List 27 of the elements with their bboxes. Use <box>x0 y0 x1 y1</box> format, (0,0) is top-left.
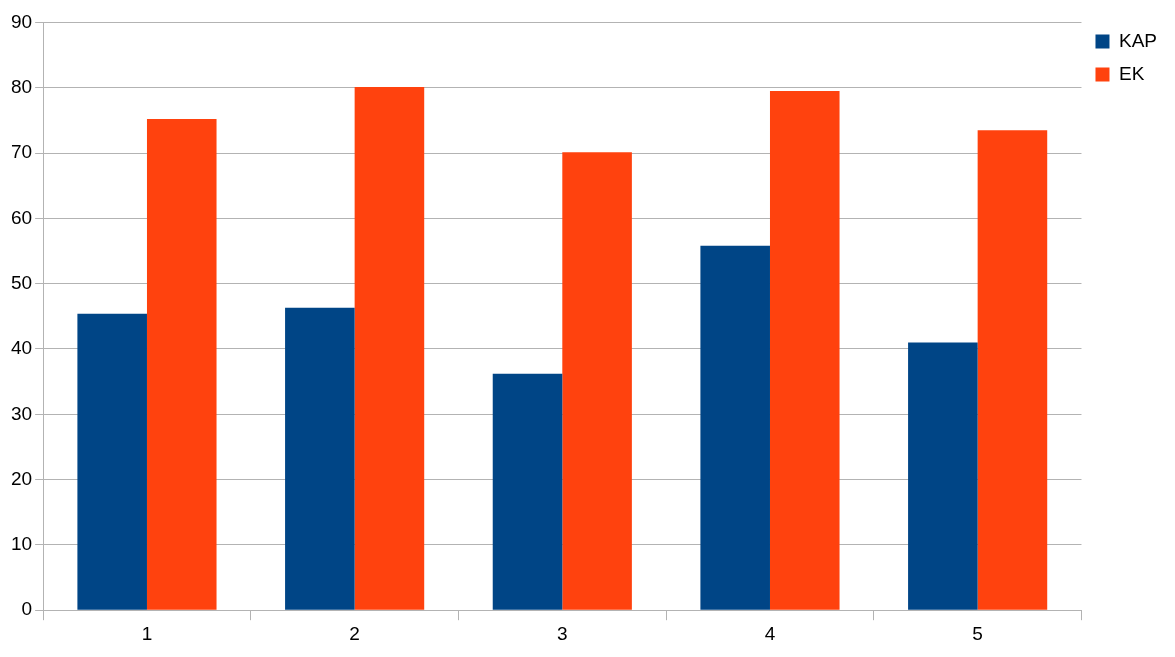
legend-label: EK <box>1118 62 1145 84</box>
bar <box>354 87 425 610</box>
x-tick-label: 5 <box>972 622 983 644</box>
x-tick-label: 4 <box>764 622 776 644</box>
y-tick-label: 70 <box>10 141 33 163</box>
x-tick-label: 1 <box>141 622 153 644</box>
y-tick-label: 80 <box>10 75 33 97</box>
bar <box>146 119 217 610</box>
bar <box>562 152 632 610</box>
bar <box>908 342 978 610</box>
y-tick-label: 40 <box>10 337 33 359</box>
bar <box>492 373 563 610</box>
y-tick-label: 20 <box>10 467 33 489</box>
bar <box>77 313 147 610</box>
x-tick-label: 2 <box>349 622 360 644</box>
y-tick-label: 50 <box>10 271 33 293</box>
bar <box>285 307 355 610</box>
y-tick-label: 60 <box>10 206 33 228</box>
y-tick-label: 30 <box>10 402 33 424</box>
x-tick-label: 3 <box>557 622 568 644</box>
bar <box>700 245 770 610</box>
y-tick-label: 90 <box>10 10 33 32</box>
bar <box>977 130 1048 610</box>
bar <box>769 90 840 610</box>
legend-label: KAP <box>1118 29 1158 51</box>
y-tick-label: 10 <box>10 533 33 555</box>
y-tick-label: 0 <box>21 598 33 620</box>
